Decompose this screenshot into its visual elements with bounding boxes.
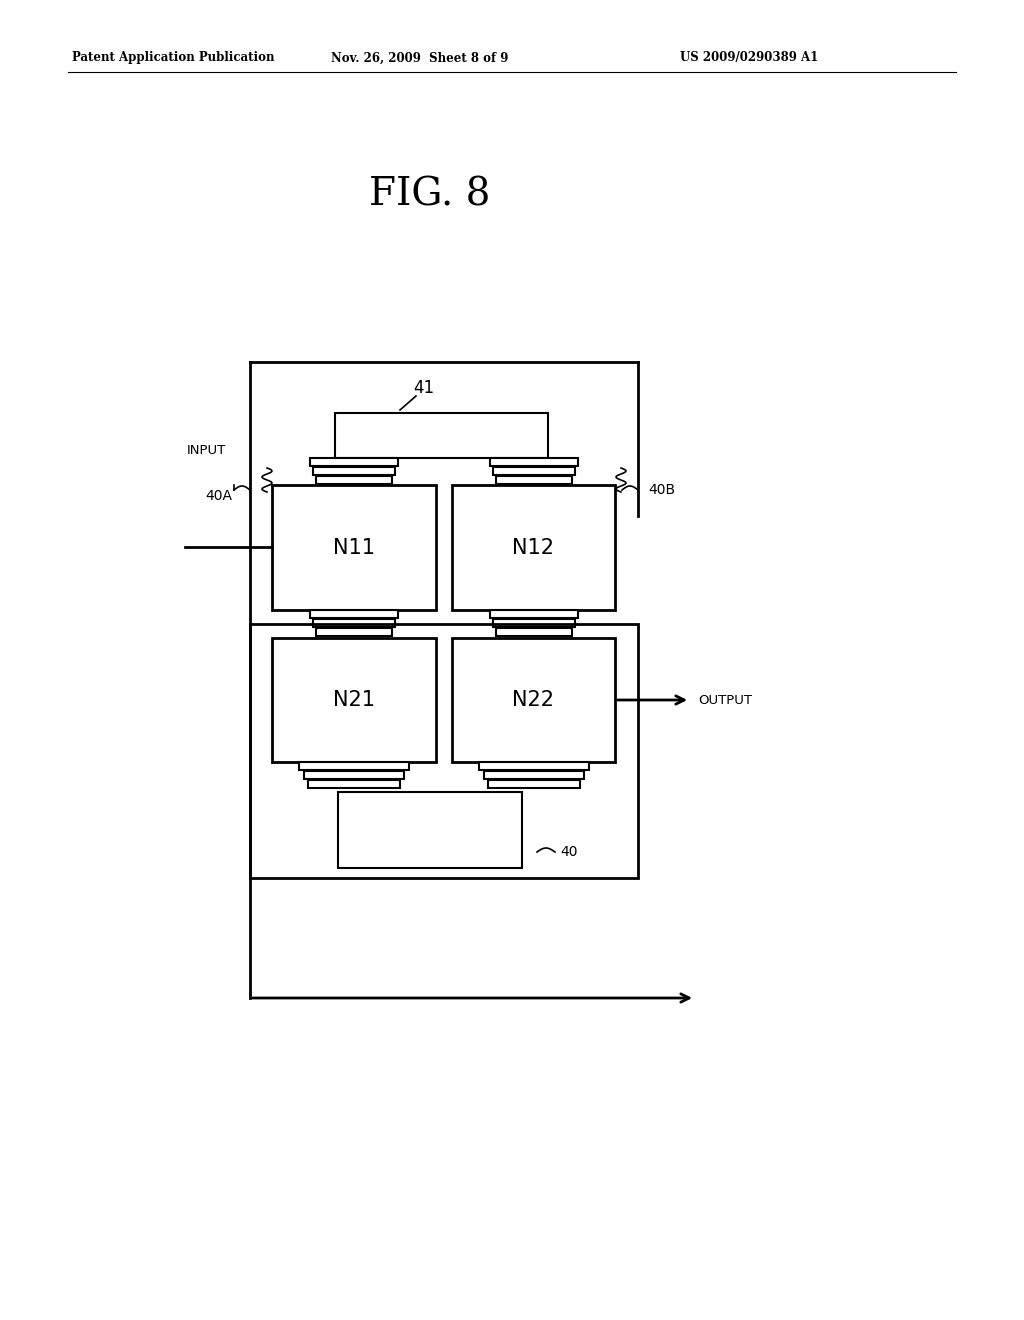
Bar — [493, 619, 575, 627]
Bar — [310, 458, 398, 466]
Text: 40B: 40B — [648, 483, 675, 498]
Bar — [490, 458, 578, 466]
Text: N22: N22 — [512, 690, 555, 710]
Bar — [493, 467, 575, 475]
Text: Nov. 26, 2009  Sheet 8 of 9: Nov. 26, 2009 Sheet 8 of 9 — [332, 51, 509, 65]
Text: 41: 41 — [414, 379, 434, 397]
Bar — [304, 771, 404, 779]
Bar — [313, 619, 395, 627]
Bar — [313, 467, 395, 475]
Bar — [338, 792, 522, 869]
Text: 40A: 40A — [205, 488, 232, 503]
Text: INPUT: INPUT — [187, 444, 226, 457]
Text: FIG. 8: FIG. 8 — [370, 177, 490, 214]
Text: N11: N11 — [333, 537, 375, 557]
Bar — [452, 638, 615, 762]
Bar — [490, 610, 578, 618]
Bar — [272, 484, 436, 610]
Bar — [272, 638, 436, 762]
Bar — [310, 610, 398, 618]
Text: N12: N12 — [512, 537, 555, 557]
Bar — [484, 771, 584, 779]
Bar — [452, 484, 615, 610]
Bar — [335, 413, 548, 458]
Bar — [316, 477, 392, 484]
Text: Patent Application Publication: Patent Application Publication — [72, 51, 274, 65]
Bar — [250, 624, 638, 878]
Bar — [496, 477, 572, 484]
Text: N21: N21 — [333, 690, 375, 710]
Bar — [496, 628, 572, 636]
Text: OUTPUT: OUTPUT — [698, 693, 752, 706]
Text: US 2009/0290389 A1: US 2009/0290389 A1 — [680, 51, 818, 65]
Text: 40: 40 — [560, 845, 578, 859]
Bar — [308, 780, 400, 788]
Bar — [479, 762, 589, 770]
Bar — [299, 762, 409, 770]
Bar — [488, 780, 580, 788]
Bar — [316, 628, 392, 636]
